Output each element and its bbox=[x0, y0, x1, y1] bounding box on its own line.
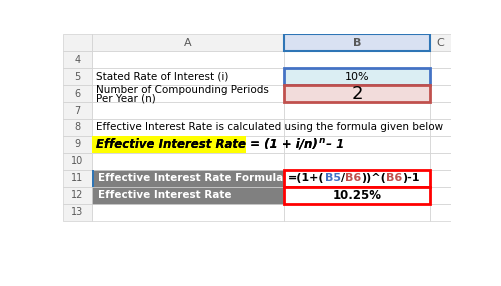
Bar bbox=[63, 170, 92, 187]
Bar bbox=[430, 102, 451, 119]
Bar bbox=[92, 204, 284, 221]
Text: B: B bbox=[353, 38, 361, 48]
Bar bbox=[430, 34, 451, 51]
Bar bbox=[430, 153, 451, 170]
Text: =(1+(: =(1+( bbox=[288, 173, 325, 183]
Bar bbox=[92, 34, 284, 51]
Text: 4: 4 bbox=[74, 55, 81, 65]
Bar bbox=[92, 102, 284, 119]
Bar bbox=[284, 170, 430, 187]
Bar bbox=[284, 68, 430, 85]
Bar bbox=[284, 136, 430, 153]
Bar bbox=[284, 204, 430, 221]
Text: Effective Interest Rate = (1 + i/n): Effective Interest Rate = (1 + i/n) bbox=[96, 138, 318, 151]
Text: 8: 8 bbox=[74, 122, 81, 132]
Bar bbox=[63, 204, 92, 221]
Text: 13: 13 bbox=[71, 207, 84, 217]
Bar bbox=[284, 102, 430, 119]
Text: Effective Interest Rate = (1 + i/n): Effective Interest Rate = (1 + i/n) bbox=[96, 138, 318, 151]
Bar bbox=[430, 68, 451, 85]
Bar bbox=[92, 170, 284, 187]
Bar bbox=[92, 119, 284, 136]
Bar bbox=[63, 85, 92, 102]
Text: )-1: )-1 bbox=[402, 173, 419, 183]
Bar bbox=[63, 68, 92, 85]
Bar bbox=[92, 170, 284, 187]
Bar bbox=[430, 136, 451, 153]
Bar bbox=[284, 51, 430, 68]
Text: C: C bbox=[436, 38, 444, 48]
Text: Number of Compounding Periods: Number of Compounding Periods bbox=[96, 85, 269, 95]
Text: Effective Interest Rate: Effective Interest Rate bbox=[98, 190, 232, 200]
Bar bbox=[92, 153, 284, 170]
Bar bbox=[63, 136, 92, 153]
Text: ))^(: ))^( bbox=[361, 173, 386, 183]
Bar bbox=[92, 187, 284, 204]
Bar bbox=[284, 34, 430, 51]
Text: Effective Interest Rate is calculated using the formula given below: Effective Interest Rate is calculated us… bbox=[96, 122, 443, 132]
Bar bbox=[284, 119, 430, 136]
Text: B6: B6 bbox=[345, 173, 361, 183]
Text: 7: 7 bbox=[74, 106, 81, 116]
Text: n: n bbox=[319, 136, 325, 145]
Text: B6: B6 bbox=[386, 173, 402, 183]
Bar bbox=[92, 187, 284, 204]
Bar bbox=[63, 34, 92, 51]
Bar bbox=[92, 136, 284, 153]
Bar bbox=[430, 204, 451, 221]
Bar bbox=[284, 170, 430, 187]
Bar bbox=[92, 68, 284, 85]
Bar bbox=[63, 102, 92, 119]
Text: /: / bbox=[341, 173, 345, 183]
Bar bbox=[92, 85, 284, 102]
Text: Effective Interest Rate Formula: Effective Interest Rate Formula bbox=[98, 173, 284, 183]
Text: 10.25%: 10.25% bbox=[333, 189, 382, 202]
Text: B5: B5 bbox=[325, 173, 341, 183]
Bar bbox=[63, 153, 92, 170]
Text: – 1: – 1 bbox=[322, 138, 345, 151]
Bar bbox=[63, 187, 92, 204]
Bar bbox=[92, 51, 284, 68]
Bar bbox=[284, 187, 430, 204]
Text: 5: 5 bbox=[74, 72, 81, 82]
Text: A: A bbox=[184, 38, 192, 48]
Text: 10: 10 bbox=[71, 156, 84, 166]
Text: Per Year (n): Per Year (n) bbox=[96, 93, 156, 103]
Bar bbox=[284, 187, 430, 204]
Bar bbox=[92, 170, 94, 187]
Bar bbox=[430, 51, 451, 68]
Bar bbox=[430, 187, 451, 204]
Bar bbox=[92, 136, 246, 153]
Text: 6: 6 bbox=[74, 89, 81, 99]
Text: 2: 2 bbox=[351, 85, 363, 103]
Bar bbox=[284, 68, 430, 85]
Bar bbox=[430, 170, 451, 187]
Text: 12: 12 bbox=[71, 190, 84, 200]
Bar bbox=[284, 153, 430, 170]
Text: 10%: 10% bbox=[345, 72, 369, 82]
Bar bbox=[63, 119, 92, 136]
Bar bbox=[63, 51, 92, 68]
Bar bbox=[284, 85, 430, 102]
Bar bbox=[284, 85, 430, 102]
Text: 9: 9 bbox=[74, 140, 81, 149]
Bar bbox=[430, 119, 451, 136]
Text: Stated Rate of Interest (i): Stated Rate of Interest (i) bbox=[96, 72, 228, 82]
Bar bbox=[430, 85, 451, 102]
Text: 11: 11 bbox=[71, 173, 84, 183]
